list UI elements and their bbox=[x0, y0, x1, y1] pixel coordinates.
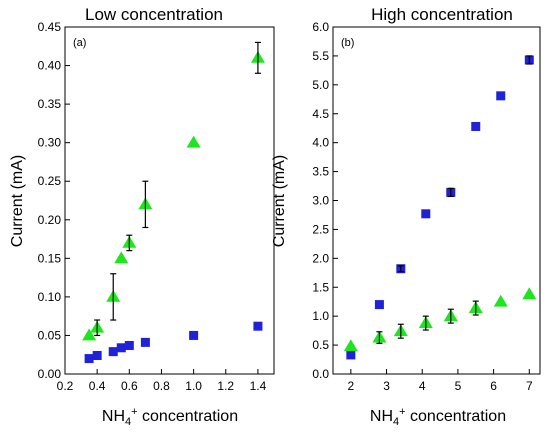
square-marker bbox=[253, 321, 263, 331]
square-marker bbox=[471, 121, 481, 131]
square-marker bbox=[189, 330, 199, 340]
triangle-marker bbox=[493, 294, 508, 307]
y-tick-label: 0.25 bbox=[38, 174, 62, 188]
square-marker bbox=[421, 209, 431, 219]
error-bar bbox=[110, 273, 117, 321]
y-tick-label: 0.40 bbox=[38, 59, 62, 73]
square-marker bbox=[92, 350, 102, 360]
x-axis-label: NH4+ concentration bbox=[102, 406, 238, 428]
panel-high-concentration: High concentration (b) Current (mA) NH4+… bbox=[271, 5, 541, 428]
error-bar bbox=[376, 331, 383, 344]
x-axis-label: NH4+ concentration bbox=[370, 406, 506, 428]
panel-tag: (b) bbox=[341, 37, 354, 49]
y-tick-label: 0.15 bbox=[38, 251, 62, 265]
data-marks bbox=[82, 41, 265, 364]
y-axis-label: Current (mA) bbox=[9, 155, 26, 247]
triangle-marker bbox=[522, 287, 537, 300]
x-tick-label: 1.4 bbox=[250, 379, 267, 393]
x-tick-label: 2 bbox=[348, 379, 355, 393]
panel-title: Low concentration bbox=[85, 5, 223, 24]
x-tick-label: 1.2 bbox=[217, 379, 234, 393]
x-axis-ticks: 2 3 4 5 6 7 bbox=[348, 369, 533, 393]
y-tick-label: 5.5 bbox=[312, 49, 329, 63]
y-tick-label: 3.5 bbox=[312, 165, 329, 179]
y-tick-label: 2.5 bbox=[312, 222, 329, 236]
y-tick-label: 1.0 bbox=[312, 309, 329, 323]
y-tick-label: 0.5 bbox=[312, 338, 329, 352]
error-bar bbox=[422, 315, 429, 331]
y-tick-label: 4.5 bbox=[312, 107, 329, 121]
square-marker bbox=[140, 337, 150, 347]
x-tick-label: 6 bbox=[490, 379, 497, 393]
panel-tag: (a) bbox=[73, 37, 86, 49]
y-tick-label: 4.0 bbox=[312, 136, 329, 150]
error-bar bbox=[126, 234, 133, 252]
data-marks bbox=[343, 55, 537, 360]
y-tick-label: 0.10 bbox=[38, 290, 62, 304]
y-tick-label: 3.0 bbox=[312, 194, 329, 208]
x-tick-label: 0.4 bbox=[89, 379, 106, 393]
y-tick-label: 0.30 bbox=[38, 136, 62, 150]
triangle-marker bbox=[114, 251, 129, 264]
error-bar bbox=[142, 180, 149, 229]
x-tick-label: 4 bbox=[419, 379, 426, 393]
x-tick-label: 3 bbox=[383, 379, 390, 393]
error-bar bbox=[447, 187, 454, 198]
triangle-marker bbox=[186, 135, 201, 148]
triangle-marker bbox=[82, 328, 97, 341]
y-axis-ticks: 0.0 0.5 1.0 1.5 2.0 2.5 3.0 3.5 4.0 4.5 5.0 5.5 6.0 bbox=[312, 20, 338, 381]
y-tick-label: 0.20 bbox=[38, 213, 62, 227]
x-tick-label: 0.8 bbox=[153, 379, 170, 393]
y-tick-label: 0.05 bbox=[38, 328, 62, 342]
y-axis-label: Current (mA) bbox=[271, 155, 288, 247]
y-tick-label: 1.5 bbox=[312, 280, 329, 294]
x-tick-label: 0.6 bbox=[121, 379, 138, 393]
x-tick-label: 1.0 bbox=[185, 379, 202, 393]
triangle-marker bbox=[343, 339, 358, 352]
error-bar bbox=[397, 323, 404, 339]
panel-title: High concentration bbox=[371, 5, 513, 24]
y-axis-ticks: 0.00 0.05 0.10 0.15 0.20 0.25 0.30 0.35 0.40 0.45 bbox=[38, 20, 70, 381]
square-marker bbox=[496, 91, 506, 101]
y-tick-label: 5.0 bbox=[312, 78, 329, 92]
panel-low-concentration: Low concentration (a) Current (mA) NH4+ … bbox=[9, 5, 275, 428]
y-tick-label: 0.0 bbox=[312, 367, 329, 381]
error-bar bbox=[472, 300, 479, 316]
square-marker bbox=[346, 350, 356, 360]
y-tick-label: 0.35 bbox=[38, 97, 62, 111]
error-bar bbox=[397, 265, 404, 273]
x-axis-ticks: 0.2 0.4 0.6 0.8 1.0 1.2 1.4 bbox=[57, 369, 267, 393]
error-bar bbox=[94, 319, 101, 337]
error-bar bbox=[254, 41, 261, 74]
plot-frame bbox=[64, 26, 275, 375]
square-marker bbox=[374, 300, 384, 310]
y-tick-label: 0.45 bbox=[38, 20, 62, 34]
y-tick-label: 2.0 bbox=[312, 251, 329, 265]
square-marker bbox=[108, 347, 118, 357]
x-tick-label: 0.2 bbox=[57, 379, 74, 393]
error-bar bbox=[526, 55, 533, 65]
square-marker bbox=[84, 354, 94, 364]
square-marker bbox=[124, 340, 134, 350]
x-tick-label: 5 bbox=[455, 379, 462, 393]
plot-frame bbox=[332, 26, 541, 375]
y-tick-label: 6.0 bbox=[312, 20, 329, 34]
error-bar bbox=[447, 308, 454, 324]
x-tick-label: 7 bbox=[526, 379, 533, 393]
y-tick-label: 0.00 bbox=[38, 367, 62, 381]
square-marker bbox=[116, 343, 126, 353]
